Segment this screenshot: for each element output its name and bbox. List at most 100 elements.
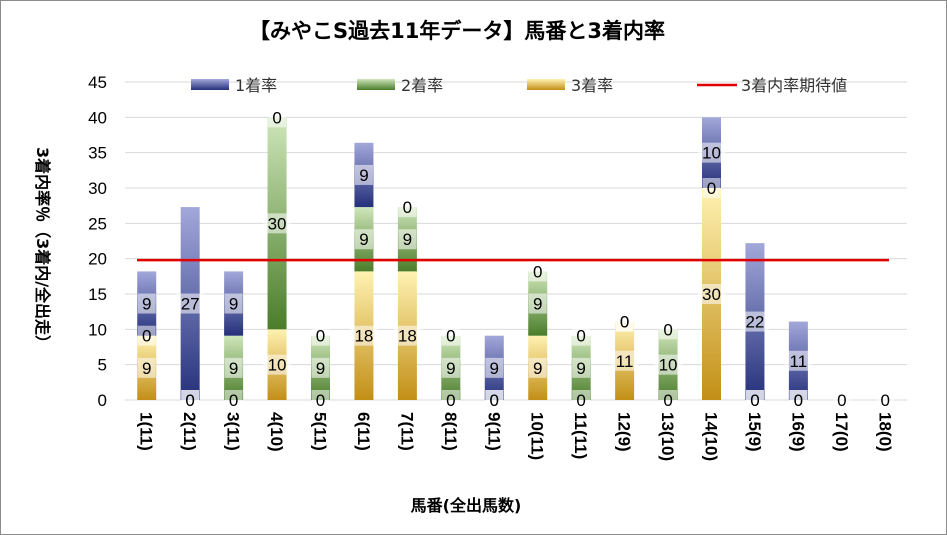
data-label-bg (485, 390, 504, 410)
data-label-bg (263, 354, 292, 375)
data-label-bg (224, 390, 243, 410)
y-tick-label: 0 (98, 391, 107, 410)
x-tick-label: 8(11) (441, 412, 460, 451)
data-label-bg (311, 357, 330, 378)
y-tick-label: 45 (88, 73, 107, 92)
data-label-bg (572, 325, 591, 346)
data-label-third: 0 (316, 391, 325, 410)
legend-swatch (527, 79, 565, 90)
data-label-bg (702, 178, 721, 198)
data-label-first: 0 (316, 327, 325, 346)
data-label-third: 0 (229, 391, 238, 410)
data-label-first: 0 (576, 327, 585, 346)
data-label-first: 9 (229, 295, 238, 314)
data-label-bg (745, 390, 764, 410)
legend-swatch (357, 79, 395, 90)
data-label-second: 0 (142, 327, 151, 346)
x-axis-title: 馬番(全出馬数) (411, 496, 522, 515)
data-label-bg (784, 350, 813, 371)
data-label-third: 0 (881, 391, 890, 410)
data-label-bg (176, 293, 205, 314)
x-tick-label: 2(11) (180, 412, 199, 451)
data-label-bg (832, 390, 851, 410)
data-label-bg (441, 357, 460, 378)
data-label-second: 9 (359, 230, 368, 249)
chart-title: 【みやこS過去11年データ】馬番と3着内率 (249, 19, 665, 43)
data-label-bg (789, 390, 808, 410)
data-label-bg (485, 357, 504, 378)
data-label-bg (181, 390, 200, 410)
data-label-third: 18 (354, 327, 373, 346)
data-label-first: 11 (790, 352, 808, 371)
data-label-bg (615, 311, 634, 332)
y-tick-label: 5 (98, 356, 107, 375)
y-tick-label: 35 (88, 144, 107, 163)
x-tick-label: 12(9) (615, 412, 634, 452)
legend-swatch (191, 79, 229, 90)
gridlines (125, 81, 907, 401)
data-label-bg (398, 197, 417, 218)
data-label-bg (740, 311, 769, 332)
data-label-bg (876, 390, 895, 410)
data-label-first: 10 (702, 144, 721, 163)
data-label-third: 0 (446, 391, 455, 410)
legend-label: 1着率 (235, 76, 277, 95)
data-label-first: 0 (620, 313, 629, 332)
legend-label: 2着率 (401, 76, 443, 95)
data-label-bg (393, 325, 422, 346)
data-label-third: 11 (616, 352, 634, 371)
data-label-second: 0 (185, 391, 194, 410)
data-label-bg (528, 293, 547, 314)
data-label-bg (224, 357, 243, 378)
x-tick-label: 3(11) (224, 412, 243, 451)
data-label-first: 22 (745, 313, 764, 332)
legend-label: 3着内率期待値 (741, 76, 847, 95)
data-label-bg (354, 229, 373, 250)
data-label-second: 0 (707, 179, 716, 198)
data-label-bg (311, 325, 330, 346)
data-label-bg (311, 390, 330, 410)
data-label-bg (528, 261, 547, 282)
x-tick-label: 6(11) (354, 412, 373, 451)
data-label-bg (441, 390, 460, 410)
data-label-second: 9 (229, 359, 238, 378)
x-tick-label: 5(11) (311, 412, 330, 451)
x-tick-label: 4(10) (267, 412, 286, 452)
data-label-bg (137, 293, 156, 314)
x-tick-label: 14(10) (702, 412, 721, 461)
data-label-third: 0 (663, 391, 672, 410)
data-label-first: 0 (533, 262, 542, 281)
data-label-first: 27 (181, 295, 200, 314)
data-label-bg (268, 107, 287, 128)
data-label-second: 9 (533, 295, 542, 314)
x-tick-label: 1(11) (137, 412, 156, 451)
data-label-second: 30 (268, 214, 287, 233)
data-label-first: 0 (663, 320, 672, 339)
data-label-third: 18 (398, 327, 417, 346)
data-label-bg (572, 390, 591, 410)
y-axis-title: 3着内率％（3着内/全出走） (33, 147, 52, 351)
data-label-bg (572, 357, 591, 378)
data-label-bg (441, 325, 460, 346)
legend: 1着率 2着率 3着率 3着内率期待値 (191, 76, 847, 95)
x-tick-label: 10(11) (528, 412, 547, 460)
data-label-third: 30 (702, 285, 721, 304)
data-label-bg (528, 357, 547, 378)
data-label-first: 0 (446, 327, 455, 346)
data-label-first: 0 (403, 198, 412, 217)
data-label-bg (697, 284, 726, 304)
data-label-second: 9 (446, 359, 455, 378)
data-label-bg (697, 142, 726, 163)
x-tick-label: 7(11) (397, 412, 416, 451)
data-label-second: 10 (659, 356, 678, 375)
data-labels: 9 0 9 0 0 27 0 9 9 10 30 0 0 9 0 18 9 9 18 9 0 0 9 0 0 0 9 9 9 0 0 9 0 11… (137, 107, 895, 410)
x-tick-label: 16(9) (788, 412, 807, 452)
data-label-first: 9 (490, 359, 499, 378)
x-tick-label: 9(11) (484, 412, 503, 451)
data-label-third: 0 (837, 391, 846, 410)
data-label-second: 0 (794, 391, 803, 410)
data-label-bg (137, 357, 156, 378)
data-label-bg (354, 164, 373, 185)
